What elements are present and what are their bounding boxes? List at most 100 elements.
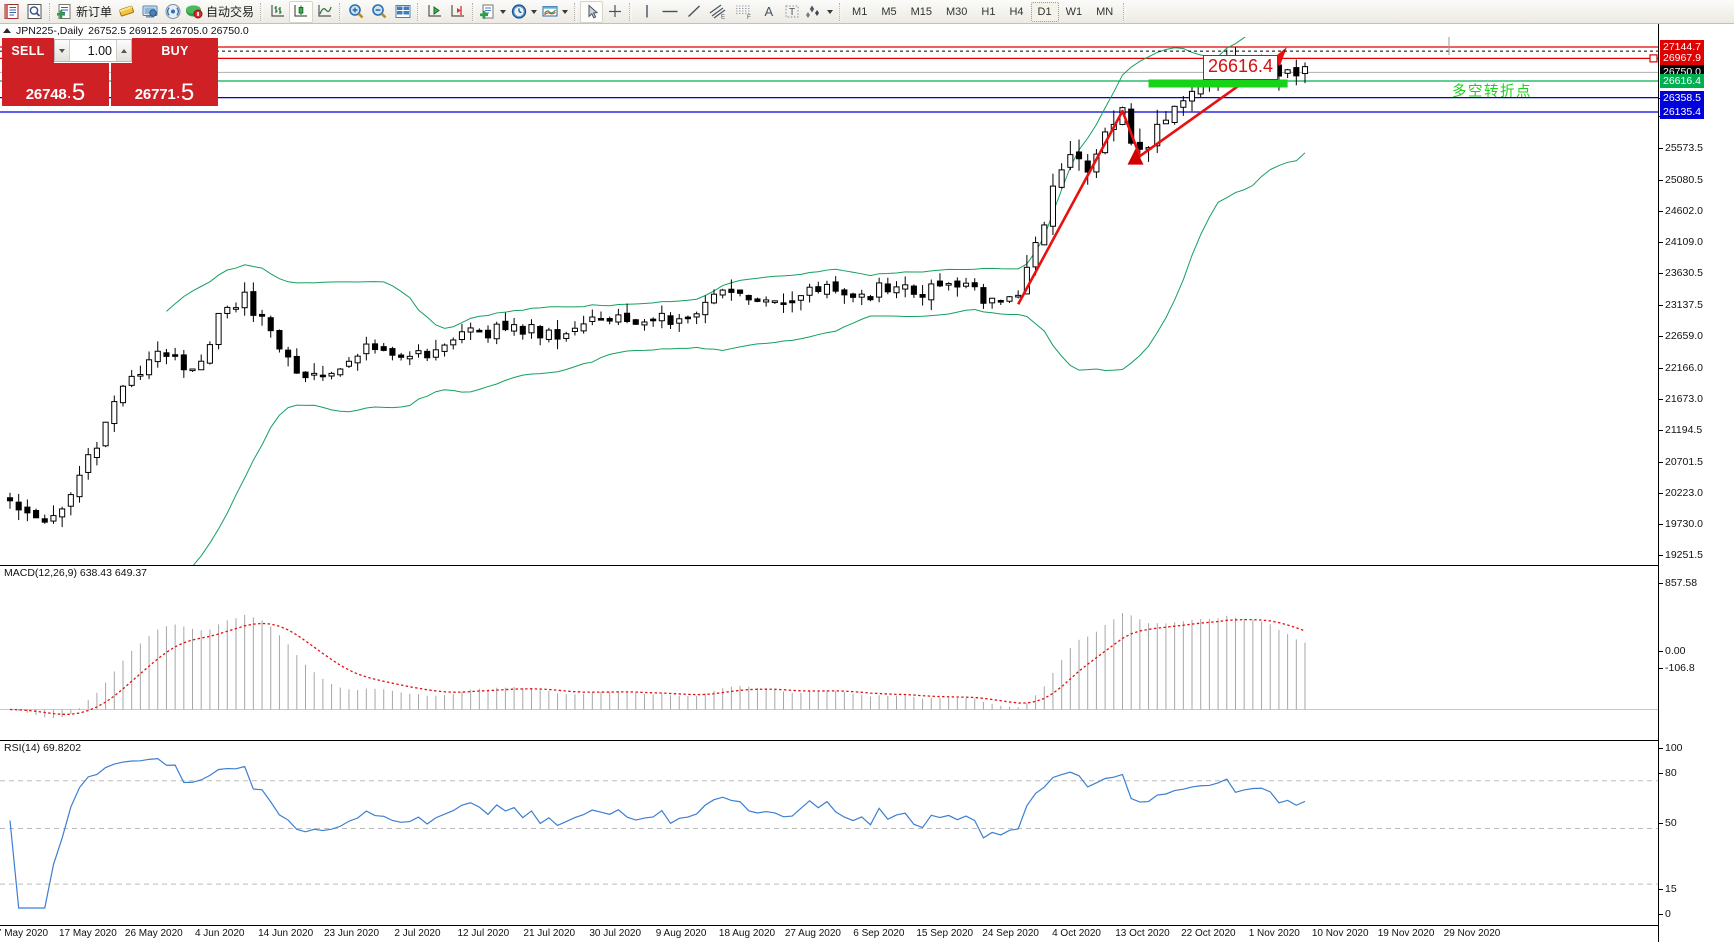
text-label-icon[interactable]: T: [780, 1, 803, 23]
chevron-down-icon[interactable]: [500, 9, 507, 14]
signals-icon[interactable]: [161, 1, 184, 23]
crosshair-icon[interactable]: [603, 1, 626, 23]
price-axis-tick: 25573.5: [1659, 142, 1703, 155]
timeframe-h4[interactable]: H4: [1009, 5, 1024, 18]
zoom-in-icon[interactable]: [345, 1, 368, 23]
rsi-axis-tick: 0: [1659, 908, 1671, 920]
templates-icon[interactable]: [540, 1, 571, 23]
sell-price[interactable]: 26748 . 5: [2, 63, 109, 106]
chevron-down-icon-3[interactable]: [562, 9, 569, 14]
price-chart-pane[interactable]: [0, 37, 1658, 565]
cursor-icon[interactable]: [580, 0, 604, 23]
price-axis-tag[interactable]: 27144.7: [1660, 39, 1704, 54]
macd-axis-tick: 0.00: [1658, 645, 1686, 657]
shapes-icon[interactable]: [803, 1, 836, 23]
rsi-axis-tick: 15: [1659, 883, 1677, 895]
price-axis-tick: 19251.5: [1659, 549, 1703, 562]
indicator-list-icon[interactable]: [478, 1, 509, 23]
volume-stepper[interactable]: 1.00: [54, 39, 132, 62]
macd-axis-tick: 857.58: [1658, 577, 1698, 589]
volume-increase-button[interactable]: [116, 40, 131, 61]
date-axis-label: 7 May 2020: [0, 928, 49, 939]
rsi-label: RSI(14) 69.8202: [2, 742, 84, 754]
one-click-trading-panel: SELL 1.00 BUY 26748 . 5 26771 . 5: [2, 38, 218, 106]
new-order-icon[interactable]: [0, 1, 23, 23]
date-axis-label: 1 Nov 2020: [1248, 928, 1300, 939]
price-axis-tag[interactable]: 26358.5: [1660, 90, 1704, 105]
price-axis-tick: 20701.5: [1659, 455, 1703, 468]
auto-scroll-icon[interactable]: [423, 1, 446, 23]
toolbar-separator-8: [839, 2, 843, 21]
price-axis-tick: 25080.5: [1659, 173, 1703, 186]
macd-label: MACD(12,26,9) 638.43 649.37: [2, 567, 150, 579]
autotrading-label: 自动交易: [206, 5, 255, 19]
chart-shift-icon[interactable]: [446, 1, 469, 23]
vertical-line-icon[interactable]: [635, 1, 658, 23]
autotrading-button[interactable]: 自动交易: [184, 1, 257, 23]
date-axis-label: 15 Sep 2020: [916, 928, 974, 939]
date-axis-label: 18 Aug 2020: [718, 928, 776, 939]
new-order-button[interactable]: 新订单: [55, 1, 115, 23]
buy-price[interactable]: 26771 . 5: [111, 63, 218, 106]
collapse-triangle-icon[interactable]: [3, 28, 11, 33]
date-axis-label: 26 May 2020: [124, 928, 183, 939]
new-order-label: 新订单: [76, 5, 113, 19]
trendline-icon[interactable]: [682, 1, 705, 23]
timeframe-m5[interactable]: M5: [881, 5, 897, 18]
timeframe-m30[interactable]: M30: [946, 5, 968, 18]
terminal-icon[interactable]: [138, 1, 161, 23]
line-chart-icon[interactable]: [313, 1, 336, 23]
text-icon[interactable]: A: [757, 1, 780, 23]
bar-chart-icon[interactable]: [266, 1, 289, 23]
macd-axis-tick: -106.8: [1659, 662, 1695, 674]
date-axis-label: 4 Jun 2020: [194, 928, 245, 939]
price-axis-tick: 20223.0: [1659, 486, 1703, 499]
price-axis-tag[interactable]: 26616.4: [1660, 74, 1704, 89]
tile-windows-icon[interactable]: [391, 1, 414, 23]
sell-price-integer: 26748: [25, 86, 67, 103]
chevron-down-icon-4[interactable]: [827, 9, 834, 14]
timeframe-w1[interactable]: W1: [1065, 5, 1083, 18]
zoom-out-icon[interactable]: [368, 1, 391, 23]
symbol-ohlc: 26752.5 26912.5 26705.0 26750.0: [88, 24, 249, 37]
date-axis-label: 9 Aug 2020: [655, 928, 707, 939]
price-axis-tag[interactable]: 26967.9: [1660, 51, 1704, 66]
timeframe-m1[interactable]: M1: [852, 5, 868, 18]
horizontal-line-icon[interactable]: [658, 1, 682, 23]
volume-decrease-button[interactable]: [55, 40, 70, 61]
timeframe-mn[interactable]: MN: [1096, 5, 1114, 18]
price-axis-tick: 23630.5: [1659, 267, 1703, 280]
date-axis-label: 2 Jul 2020: [394, 928, 441, 939]
price-axis[interactable]: 25573.5 25080.5 24602.0 24109.0 23630.5 23137…: [1658, 24, 1734, 942]
chevron-down-icon-2[interactable]: [531, 9, 538, 14]
rsi-pane[interactable]: RSI(14) 69.8202: [0, 740, 1658, 925]
date-axis-label: 27 Aug 2020: [784, 928, 841, 939]
price-callout-annotation[interactable]: 26616.4: [1203, 55, 1279, 80]
price-axis-tag[interactable]: 26135.4: [1660, 104, 1704, 119]
chinese-note-annotation[interactable]: 多空转折点: [1452, 84, 1532, 100]
fibonacci-retracement-icon[interactable]: F: [731, 1, 757, 23]
date-axis-label: 29 Nov 2020: [1443, 928, 1501, 939]
price-axis-tick: 21673.0: [1659, 393, 1703, 406]
equidistant-channel-icon[interactable]: E: [705, 1, 731, 23]
toolbar-separator-2: [260, 2, 264, 21]
indicators-icon[interactable]: [115, 1, 138, 23]
toolbar-separator: [49, 2, 52, 21]
timeframe-h1[interactable]: H1: [981, 5, 996, 18]
sell-button[interactable]: SELL: [2, 38, 54, 63]
toolbar-separator-6: [574, 2, 578, 21]
price-axis-tick: 22166.0: [1659, 361, 1703, 374]
buy-button[interactable]: BUY: [132, 38, 218, 63]
candlestick-chart-icon[interactable]: [289, 0, 314, 23]
period-icon[interactable]: [509, 1, 540, 23]
timeframe-m15[interactable]: M15: [910, 5, 932, 18]
macd-pane[interactable]: MACD(12,26,9) 638.43 649.37: [0, 565, 1658, 740]
timeframe-d1[interactable]: D1: [1030, 1, 1059, 22]
date-axis[interactable]: 7 May 2020 17 May 2020 26 May 2020 4 Jun 20…: [0, 925, 1658, 942]
oct-header-row: SELL 1.00 BUY: [2, 38, 218, 63]
buy-price-fraction: 5: [180, 79, 195, 107]
market-watch-icon[interactable]: [23, 1, 46, 23]
svg-text:E: E: [721, 15, 725, 21]
volume-input[interactable]: 1.00: [87, 43, 112, 58]
